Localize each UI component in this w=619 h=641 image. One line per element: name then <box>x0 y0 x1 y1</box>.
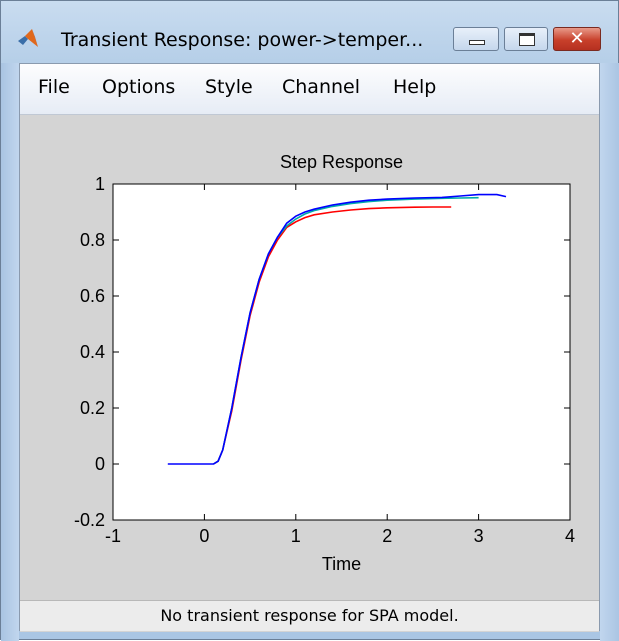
y-tick-label: 1 <box>95 174 105 194</box>
menu-channel[interactable]: Channel <box>282 76 361 98</box>
step-response-chart[interactable]: -1 0 1 2 3 4 -0.2 0 0.2 0.4 0.6 0.8 1 Step Response Ti… <box>20 115 599 600</box>
matlab-logo-icon <box>18 29 38 47</box>
series-line-0 <box>167 193 507 465</box>
y-tick-label: -0.2 <box>74 510 105 530</box>
maximize-button[interactable] <box>504 27 548 51</box>
menu-help[interactable]: Help <box>393 76 437 98</box>
y-tick-label: 0.2 <box>80 398 105 418</box>
x-tick-label: 3 <box>474 526 484 546</box>
y-tick-label: 0.8 <box>80 230 105 250</box>
right-frame <box>600 63 619 641</box>
x-tick-label: 1 <box>291 526 301 546</box>
x-tick-label: 0 <box>199 526 209 546</box>
left-frame <box>1 63 19 641</box>
x-tick-label: -1 <box>105 526 121 546</box>
close-button[interactable]: ✕ <box>553 27 601 51</box>
minimize-icon <box>469 40 485 45</box>
status-message: No transient response for SPA model. <box>160 606 459 625</box>
menu-bar: File Options Style Channel Help <box>20 64 599 115</box>
chart-title: Step Response <box>280 152 403 172</box>
y-tick-label: 0.4 <box>80 342 105 362</box>
plot-area: -1 0 1 2 3 4 -0.2 0 0.2 0.4 0.6 0.8 1 Step Response Ti… <box>20 115 599 632</box>
client-area: File Options Style Channel Help -1 0 1 2 3 4-… <box>19 63 600 632</box>
y-tick-label: 0 <box>95 454 105 474</box>
minimize-button[interactable] <box>453 27 499 51</box>
maximize-icon <box>519 33 535 46</box>
x-tick-label: 2 <box>382 526 392 546</box>
axes-box <box>112 183 571 521</box>
x-axis-label: Time <box>322 554 361 574</box>
menu-options[interactable]: Options <box>102 76 176 98</box>
y-tick-label: 0.6 <box>80 286 105 306</box>
close-icon: ✕ <box>569 28 585 49</box>
x-tick-label: 4 <box>565 526 575 546</box>
window-title: Transient Response: power->temper... <box>61 29 424 51</box>
menu-file[interactable]: File <box>38 76 70 98</box>
menu-style[interactable]: Style <box>205 76 253 98</box>
title-bar[interactable]: Transient Response: power->temper... ✕ <box>1 1 618 51</box>
status-bar: No transient response for SPA model. <box>20 600 599 631</box>
